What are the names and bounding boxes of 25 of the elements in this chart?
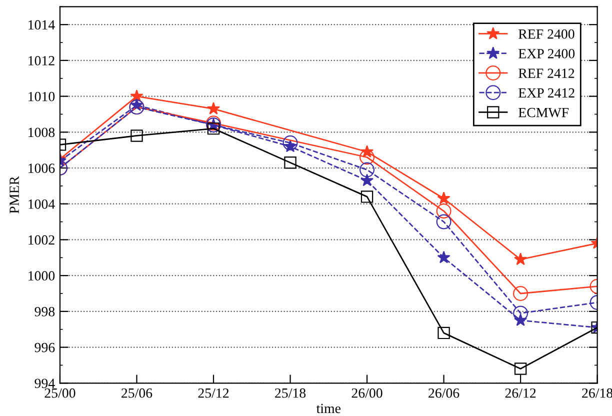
x-tick-label: 26/00	[352, 388, 382, 398]
x-tick-label: 25/18	[275, 388, 306, 398]
legend-label: ECMWF	[518, 108, 569, 118]
x-tick-label: 25/00	[44, 388, 76, 398]
y-tick-label: 1010	[28, 92, 55, 102]
x-tick-label: 26/06	[428, 388, 460, 398]
y-tick-label: 998	[34, 307, 55, 316]
y-tick-label: 996	[34, 342, 55, 352]
legend-label: EXP 2412	[518, 88, 574, 98]
x-tick-label: 26/12	[505, 388, 536, 398]
y-tick-label: 1008	[28, 128, 55, 138]
y-tick-label: 1012	[28, 56, 54, 66]
x-axis-title: time	[316, 404, 341, 414]
x-tick-label: 25/12	[198, 388, 229, 398]
y-tick-label: 1000	[28, 271, 55, 281]
legend-label: EXP 2400	[518, 48, 575, 58]
y-tick-label: 1004	[28, 199, 55, 209]
y-axis-title: PMER	[10, 176, 19, 214]
y-tick-label: 1014	[28, 20, 55, 30]
legend-label: REF 2400	[518, 29, 574, 39]
x-tick-label: 25/06	[122, 388, 152, 398]
y-tick-label: 1002	[28, 235, 54, 245]
legend-label: REF 2412	[518, 68, 574, 78]
y-tick-label: 1006	[28, 164, 55, 173]
y-tick-label: 994	[34, 378, 55, 388]
